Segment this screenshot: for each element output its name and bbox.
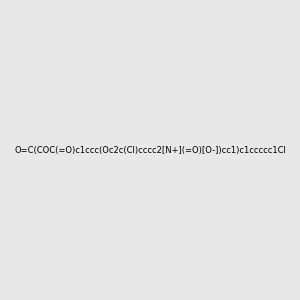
Text: O=C(COC(=O)c1ccc(Oc2c(Cl)cccc2[N+](=O)[O-])cc1)c1ccccc1Cl: O=C(COC(=O)c1ccc(Oc2c(Cl)cccc2[N+](=O)[O… bbox=[14, 146, 286, 154]
